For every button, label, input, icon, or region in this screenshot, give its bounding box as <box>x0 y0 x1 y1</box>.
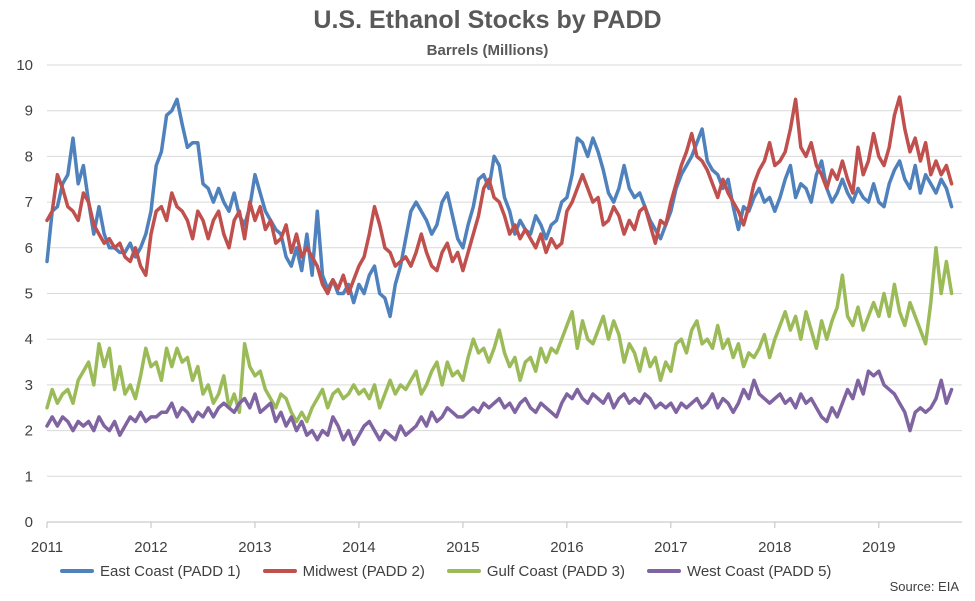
legend-swatch <box>446 569 481 573</box>
legend-label: West Coast (PADD 5) <box>686 562 832 580</box>
y-tick-label: 2 <box>25 423 33 440</box>
series-line-gulf-coast <box>45 246 954 424</box>
x-tick-label: 2012 <box>134 539 167 556</box>
y-tick-label: 0 <box>25 514 33 531</box>
y-tick-label: 3 <box>25 377 33 394</box>
legend-item-west-coast: West Coast (PADD 5) <box>646 562 832 580</box>
x-tick-label: 2019 <box>862 539 895 556</box>
legend-label: Gulf Coast (PADD 3) <box>486 562 625 580</box>
chart-title: U.S. Ethanol Stocks by PADD <box>313 6 662 34</box>
legend-item-gulf-coast: Gulf Coast (PADD 3) <box>446 562 625 580</box>
series-lines <box>45 95 954 447</box>
series-line-east-coast <box>45 97 954 319</box>
chart-subtitle: Barrels (Millions) <box>426 42 549 59</box>
x-tick-label: 2014 <box>342 539 375 556</box>
legend-swatch <box>646 569 681 573</box>
series-line-west-coast <box>45 369 954 447</box>
legend: East Coast (PADD 1) Midwest (PADD 2) Gul… <box>60 561 853 581</box>
legend-swatch <box>60 569 94 573</box>
y-tick-label: 8 <box>25 148 33 165</box>
x-tick-label: 2011 <box>31 539 63 556</box>
legend-item-midwest: Midwest (PADD 2) <box>262 562 425 580</box>
legend-label: East Coast (PADD 1) <box>100 562 241 580</box>
y-tick-label: 7 <box>25 194 33 211</box>
y-tick-label: 9 <box>25 103 33 120</box>
y-tick-label: 1 <box>25 468 33 485</box>
x-tick-label: 2017 <box>654 539 687 556</box>
source-note: Source: EIA <box>889 579 959 594</box>
x-tick-label: 2016 <box>550 539 583 556</box>
y-axis-ticks: 0 1 2 3 4 5 6 7 8 9 10 <box>16 57 33 531</box>
series-line-midwest <box>45 95 954 296</box>
x-tick-label: 2013 <box>238 539 271 556</box>
legend-item-east-coast: East Coast (PADD 1) <box>60 563 241 580</box>
y-tick-label: 4 <box>25 331 33 348</box>
y-tick-label: 10 <box>16 57 33 74</box>
y-tick-label: 5 <box>25 286 33 303</box>
legend-swatch <box>262 569 297 573</box>
x-axis-ticks: 2011 2012 2013 2014 2015 2016 2017 2018 2019 <box>31 522 896 556</box>
x-tick-label: 2018 <box>758 539 791 556</box>
x-tick-label: 2015 <box>446 539 479 556</box>
y-tick-label: 6 <box>25 240 33 257</box>
legend-label: Midwest (PADD 2) <box>302 562 425 580</box>
